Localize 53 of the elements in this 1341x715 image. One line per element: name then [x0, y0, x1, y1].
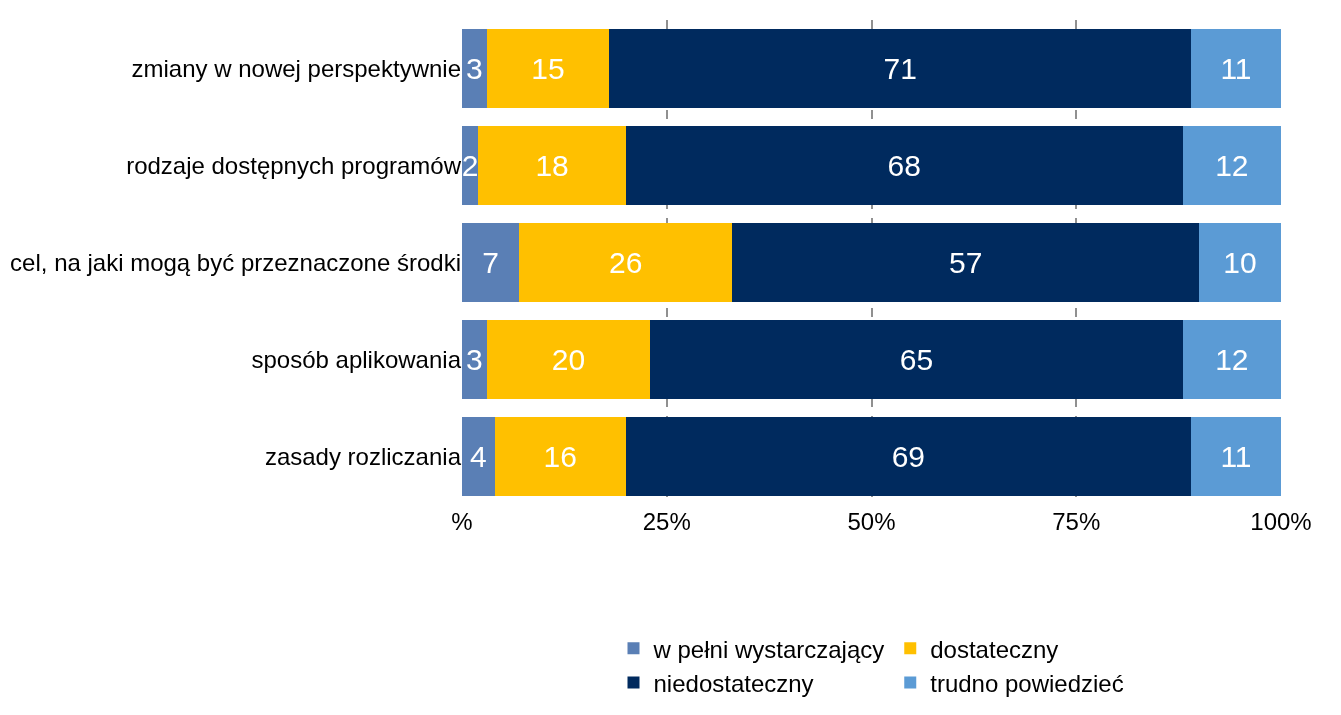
bar	[462, 319, 487, 400]
bar	[478, 125, 626, 206]
data-label: 65	[899, 343, 934, 376]
bar	[1190, 416, 1281, 497]
bar	[1182, 125, 1281, 206]
data-label: 3	[465, 52, 483, 85]
bar	[1190, 28, 1281, 109]
bar	[1199, 222, 1281, 303]
data-label: 12	[1215, 343, 1249, 376]
data-label: 10	[1223, 246, 1257, 279]
legend-label: niedostateczny	[653, 669, 814, 697]
bar	[494, 416, 626, 497]
data-label: 4	[470, 440, 487, 473]
x-tick-label: 75%	[1052, 508, 1101, 535]
data-label: 18	[535, 149, 569, 182]
bar	[625, 125, 1183, 206]
y-tick-label: zasady rozliczania	[264, 442, 462, 470]
data-label: 12	[1215, 149, 1249, 182]
data-label: 16	[543, 440, 577, 473]
data-label: 57	[949, 246, 983, 279]
data-label: 11	[1220, 52, 1252, 85]
bar	[486, 319, 651, 400]
legend-label: trudno powiedzieć	[930, 669, 1124, 697]
bar	[650, 319, 1183, 400]
bar	[462, 28, 487, 109]
data-label: 7	[482, 246, 500, 279]
x-tick-label: 50%	[847, 508, 896, 535]
bar	[486, 28, 610, 109]
x-tick-label: %	[451, 508, 473, 535]
data-label: 20	[551, 343, 586, 376]
legend-label: w pełni wystarczający	[652, 635, 885, 663]
x-tick-label: 100%	[1250, 508, 1312, 535]
bar	[462, 416, 495, 497]
data-label: 3	[465, 343, 483, 376]
data-label: 26	[609, 246, 643, 279]
x-tick-label: 25%	[642, 508, 691, 535]
bar	[732, 222, 1200, 303]
data-label: 11	[1220, 440, 1252, 473]
bar	[609, 28, 1191, 109]
data-label: 68	[887, 149, 921, 182]
y-tick-label: sposób aplikowania	[251, 345, 462, 373]
data-label: 71	[883, 52, 917, 85]
bar	[462, 222, 520, 303]
legend-label: dostateczny	[930, 635, 1059, 663]
y-tick-label: cel, na jaki mogą być przeznaczone środki	[10, 248, 461, 276]
y-tick-label: rodzaje dostępnych programów	[126, 151, 462, 179]
bar	[519, 222, 733, 303]
bar	[1182, 319, 1281, 400]
data-label: 69	[891, 440, 926, 473]
data-label: 15	[531, 52, 565, 85]
y-tick-label: zmiany w nowej perspektywnie	[131, 54, 461, 82]
data-label: 2	[461, 149, 479, 182]
bar	[625, 416, 1191, 497]
